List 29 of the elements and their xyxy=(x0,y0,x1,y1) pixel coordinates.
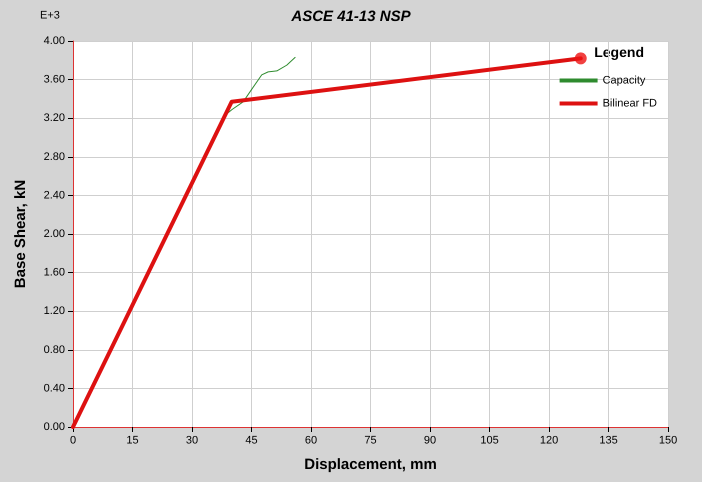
y-tick-label: 0.80 xyxy=(44,344,65,356)
x-tick-label: 135 xyxy=(599,434,618,446)
x-tick-label: 90 xyxy=(424,434,436,446)
y-tick-label: 2.80 xyxy=(44,150,65,163)
y-tick-label: 2.00 xyxy=(44,228,65,240)
x-tick-label: 15 xyxy=(126,434,139,446)
y-tick-label: 0.00 xyxy=(44,421,65,433)
x-tick-label: 105 xyxy=(480,434,499,446)
x-tick-label: 150 xyxy=(658,434,678,446)
text: E+3 xyxy=(40,10,60,22)
y-tick-label: 2.40 xyxy=(44,189,65,202)
y-tick-label: 4.00 xyxy=(44,35,65,47)
x-tick-label: 75 xyxy=(364,434,377,446)
y-tick-label: 3.60 xyxy=(44,74,65,86)
x-tick-label: 0 xyxy=(70,434,76,446)
x-tick-label: 45 xyxy=(245,434,258,446)
y-tick-label: 3.20 xyxy=(44,112,65,124)
x-tick-label: 30 xyxy=(186,434,198,446)
y-tick-label: 1.60 xyxy=(44,266,65,279)
legend-title: Legend xyxy=(594,44,644,60)
x-axis-title: Displacement, mm xyxy=(304,456,437,473)
chart-title: ASCE 41-13 NSP xyxy=(290,8,412,25)
y-axis-title: Base Shear, kN xyxy=(12,180,29,288)
y-tick-label: 0.40 xyxy=(44,382,65,394)
x-tick-label: 60 xyxy=(304,434,318,446)
x-tick-label: 120 xyxy=(540,434,558,446)
legend-label: Bilinear FD xyxy=(602,98,658,110)
y-tick-label: 1.20 xyxy=(44,305,65,318)
legend-label: Capacity xyxy=(602,74,646,86)
